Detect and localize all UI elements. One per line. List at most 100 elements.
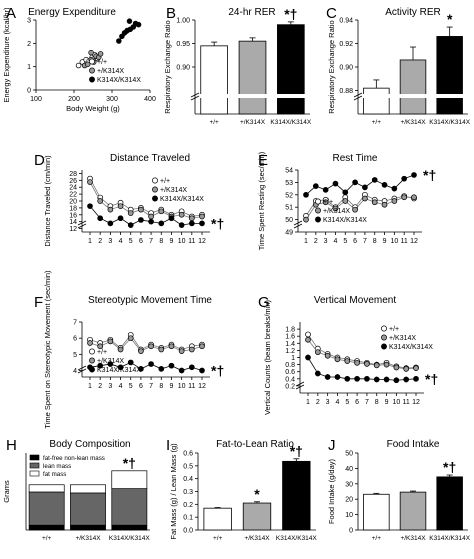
- legend-marker: [315, 216, 321, 223]
- x-tick-label: 3: [324, 238, 328, 245]
- bar: [238, 40, 267, 115]
- x-tick-label: 11: [401, 238, 408, 245]
- chart-title: Stereotypic Movement Time: [88, 295, 212, 306]
- legend-label: lean mass: [43, 463, 71, 470]
- axis-break-mark: [293, 223, 303, 229]
- y-tick-label: 0.90: [176, 65, 190, 72]
- x-tick-label: +/+: [209, 119, 219, 126]
- y-tick-label: 53: [285, 180, 293, 187]
- data-point: [324, 352, 331, 359]
- data-point: [199, 367, 205, 374]
- data-point: [411, 172, 417, 178]
- series--K314X: [87, 179, 205, 222]
- y-tick-label: 1.6: [285, 334, 295, 341]
- data-point: [188, 364, 195, 371]
- significance-marker: *†: [211, 363, 224, 379]
- significance-marker: *†: [284, 6, 297, 22]
- data-point: [107, 361, 114, 367]
- data-point: [75, 62, 82, 69]
- x-tick-label: 9: [170, 238, 174, 245]
- x-tick-label: 8: [373, 238, 377, 245]
- data-point: [148, 361, 154, 367]
- legend-marker: [89, 366, 95, 373]
- data-point: [188, 346, 195, 353]
- data-point: [87, 203, 93, 210]
- bar: [436, 476, 463, 531]
- x-tick-label: 11: [403, 399, 410, 406]
- x-tick-label: K314X/K314X: [276, 535, 318, 542]
- x-tick-label: 200: [68, 96, 80, 103]
- x-tick-label: 2: [314, 238, 318, 245]
- data-point: [324, 374, 331, 380]
- y-tick-label: 50: [285, 217, 293, 224]
- chart-title: Vertical Movement: [314, 295, 396, 306]
- y-tick-label: 26: [69, 178, 77, 185]
- x-tick-label: +/+: [372, 535, 382, 542]
- y-tick-label: 6: [73, 336, 77, 343]
- data-point: [391, 198, 398, 204]
- y-tick-label: 1.4: [285, 341, 295, 348]
- data-point: [303, 191, 309, 198]
- data-point: [178, 348, 185, 354]
- y-tick-label: 3: [27, 18, 31, 25]
- significance-marker: *†: [123, 455, 136, 471]
- x-tick-label: K314X/K314X: [109, 535, 151, 542]
- x-tick-label: K314X/K314X: [429, 535, 471, 542]
- x-tick-label: K314X/K314X: [429, 119, 471, 126]
- data-point: [352, 206, 358, 213]
- significance-marker: *†: [443, 459, 456, 475]
- axis-break-mark: [77, 365, 87, 371]
- x-tick-label: 4: [119, 383, 123, 390]
- legend-marker: [315, 198, 321, 205]
- bar: [277, 24, 305, 115]
- x-tick-label: 100: [30, 96, 42, 103]
- legend-swatch: [29, 470, 40, 477]
- data-point: [84, 61, 91, 68]
- legend-marker: [315, 207, 321, 214]
- chart-title: 24-hr RER: [228, 7, 275, 18]
- y-tick-label: 30: [345, 481, 353, 488]
- axis-break-band: [196, 94, 310, 98]
- panel-letter: I: [166, 437, 170, 454]
- x-tick-label: 5: [345, 399, 349, 406]
- legend-label: +/K314X: [97, 68, 124, 75]
- legend-marker: [381, 343, 387, 350]
- data-point: [158, 208, 165, 215]
- legend-label: K314X/K314X: [323, 217, 367, 224]
- y-axis-label: Time Spent Resting (sec/min): [257, 151, 266, 250]
- chart-title: Energy Expenditure: [28, 7, 116, 18]
- data-point: [148, 218, 154, 225]
- legend-marker: [89, 348, 95, 355]
- data-point: [354, 359, 360, 366]
- data-point: [381, 201, 388, 208]
- series-K314X-K314X: [305, 354, 419, 384]
- legend-label: +/K314X: [323, 208, 350, 215]
- data-point: [342, 189, 349, 196]
- axis-break-mark: [190, 92, 200, 98]
- legend-label: +/+: [97, 59, 107, 66]
- axis-break-band: [359, 94, 468, 98]
- y-tick-label: 18: [69, 205, 77, 212]
- y-tick-label: 20: [69, 199, 77, 206]
- data-point: [413, 375, 419, 382]
- x-tick-label: 3: [108, 383, 112, 390]
- series--K314X: [303, 194, 417, 223]
- data-point: [127, 222, 134, 228]
- legend-marker: [89, 67, 95, 74]
- data-point: [178, 367, 185, 374]
- axis-break-mark: [295, 384, 305, 390]
- significance-marker: *†: [211, 215, 224, 231]
- y-tick-label: 51: [285, 205, 293, 212]
- y-tick-label: 24: [69, 185, 77, 192]
- chart-title: Rest Time: [332, 153, 377, 164]
- data-point: [314, 349, 321, 356]
- x-tick-label: 11: [188, 238, 195, 245]
- y-tick-label: 1.00: [176, 18, 190, 25]
- y-tick-label: 0.3: [183, 489, 193, 496]
- x-tick-label: 8: [375, 399, 379, 406]
- bar: [399, 59, 427, 115]
- data-point: [334, 374, 341, 380]
- y-tick-label: 40: [345, 466, 353, 473]
- x-tick-label: 1: [304, 238, 308, 245]
- data-point: [148, 213, 154, 220]
